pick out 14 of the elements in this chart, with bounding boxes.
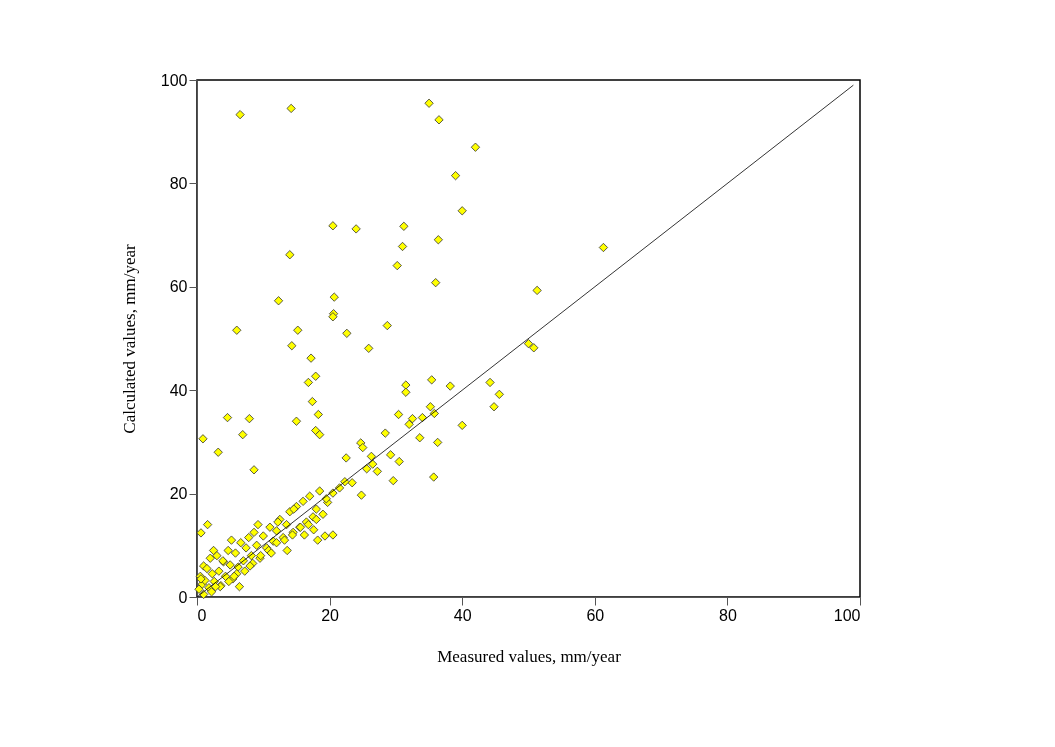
y-tick-label: 20 (169, 485, 188, 503)
y-tick-label: 40 (169, 381, 188, 399)
y-tick-label: 80 (169, 174, 188, 192)
x-tick-label: 20 (321, 606, 340, 624)
x-axis-title: Measured values, mm/year (437, 646, 622, 666)
y-tick-label: 0 (178, 588, 188, 606)
x-tick-label: 100 (833, 606, 861, 624)
y-axis-title: Calculated values, mm/year (119, 244, 139, 434)
x-tick-label: 60 (586, 606, 605, 624)
y-tick-label: 100 (160, 71, 188, 89)
y-tick-label: 60 (169, 278, 188, 296)
x-tick-label: 40 (453, 606, 472, 624)
x-tick-label: 80 (719, 606, 737, 624)
x-tick-label: 0 (197, 606, 207, 624)
